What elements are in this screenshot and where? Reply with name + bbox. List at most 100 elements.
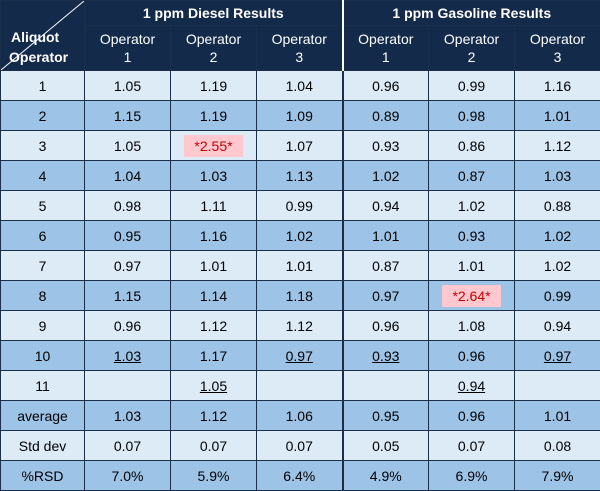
operator-header-gasoline-2: Operator 2 bbox=[429, 26, 515, 71]
group-header-row: Aliquot Operator 1 ppm Diesel Results 1 … bbox=[1, 1, 600, 26]
stat-value: 6.4% bbox=[257, 461, 343, 491]
aliquot-label: 3 bbox=[1, 131, 85, 161]
value-cell: 0.97 bbox=[257, 341, 343, 371]
value-cell: 1.11 bbox=[171, 191, 257, 221]
aliquot-label: 6 bbox=[1, 221, 85, 251]
value-cell: 0.94 bbox=[429, 371, 515, 401]
aliquot-label: 10 bbox=[1, 341, 85, 371]
value-cell: 0.89 bbox=[343, 101, 429, 131]
value-cell: 1.12 bbox=[171, 311, 257, 341]
value-cell: 0.94 bbox=[343, 191, 429, 221]
underlined-value: 0.94 bbox=[458, 378, 485, 394]
table-body: 1 1.05 1.19 1.04 0.96 0.99 1.16 2 1.15 1… bbox=[1, 71, 600, 491]
corner-label-aliquot: Aliquot bbox=[11, 29, 59, 45]
underlined-value: 1.05 bbox=[200, 378, 227, 394]
stat-row-average: average 1.03 1.12 1.06 0.95 0.96 1.01 bbox=[1, 401, 600, 431]
operator-header-diesel-3: Operator 3 bbox=[257, 26, 343, 71]
stat-value: 1.06 bbox=[257, 401, 343, 431]
outlier-value: *2.64* bbox=[442, 285, 500, 307]
value-cell: 1.03 bbox=[171, 161, 257, 191]
stat-value: 0.07 bbox=[85, 431, 171, 461]
stat-value: 0.05 bbox=[343, 431, 429, 461]
underlined-value: 0.93 bbox=[372, 348, 399, 364]
value-cell: 1.08 bbox=[429, 311, 515, 341]
aliquot-label: 11 bbox=[1, 371, 85, 401]
operator-word: Operator bbox=[530, 31, 585, 47]
value-cell: 1.01 bbox=[429, 251, 515, 281]
value-cell: 1.19 bbox=[171, 71, 257, 101]
value-cell: 1.15 bbox=[85, 101, 171, 131]
value-cell: 1.14 bbox=[171, 281, 257, 311]
value-cell: 1.18 bbox=[257, 281, 343, 311]
stat-value: 0.08 bbox=[515, 431, 600, 461]
value-cell: 0.86 bbox=[429, 131, 515, 161]
operator-number: 3 bbox=[295, 49, 303, 65]
value-cell: 1.02 bbox=[515, 221, 600, 251]
table-row: 7 0.97 1.01 1.01 0.87 1.01 1.02 bbox=[1, 251, 600, 281]
stat-value: 0.95 bbox=[343, 401, 429, 431]
value-cell: 0.96 bbox=[343, 311, 429, 341]
value-cell: 1.02 bbox=[343, 161, 429, 191]
value-cell: 1.13 bbox=[257, 161, 343, 191]
value-cell: 0.99 bbox=[515, 281, 600, 311]
group-header-diesel: 1 ppm Diesel Results bbox=[85, 1, 343, 26]
table-row: 10 1.03 1.17 0.97 0.93 0.96 0.97 bbox=[1, 341, 600, 371]
value-cell: 1.09 bbox=[257, 101, 343, 131]
stat-value: 7.0% bbox=[85, 461, 171, 491]
stat-label: Std dev bbox=[1, 431, 85, 461]
stat-value: 4.9% bbox=[343, 461, 429, 491]
aliquot-label: 4 bbox=[1, 161, 85, 191]
value-cell: 1.05 bbox=[85, 71, 171, 101]
stat-label: %RSD bbox=[1, 461, 85, 491]
value-cell: 0.96 bbox=[343, 71, 429, 101]
operator-header-gasoline-1: Operator 1 bbox=[343, 26, 429, 71]
table-row: 11 1.05 0.94 bbox=[1, 371, 600, 401]
value-cell: 0.96 bbox=[85, 311, 171, 341]
aliquot-label: 9 bbox=[1, 311, 85, 341]
value-cell: 1.15 bbox=[85, 281, 171, 311]
aliquot-label: 2 bbox=[1, 101, 85, 131]
table-header: Aliquot Operator 1 ppm Diesel Results 1 … bbox=[1, 1, 600, 71]
value-cell: 0.93 bbox=[343, 341, 429, 371]
value-cell: 1.04 bbox=[85, 161, 171, 191]
value-cell: 0.88 bbox=[515, 191, 600, 221]
stat-value: 0.07 bbox=[257, 431, 343, 461]
value-cell: 1.02 bbox=[429, 191, 515, 221]
operator-number: 2 bbox=[468, 49, 476, 65]
value-cell: 0.97 bbox=[343, 281, 429, 311]
value-cell: 1.02 bbox=[515, 251, 600, 281]
table-row: 9 0.96 1.12 1.12 0.96 1.08 0.94 bbox=[1, 311, 600, 341]
value-cell: 1.03 bbox=[85, 341, 171, 371]
stat-value: 1.03 bbox=[85, 401, 171, 431]
value-cell: 1.12 bbox=[515, 131, 600, 161]
stat-value: 1.01 bbox=[515, 401, 600, 431]
operator-number: 1 bbox=[124, 49, 132, 65]
underlined-value: 1.03 bbox=[114, 348, 141, 364]
aliquot-label: 5 bbox=[1, 191, 85, 221]
operator-word: Operator bbox=[444, 31, 499, 47]
operator-word: Operator bbox=[272, 31, 327, 47]
stat-value: 5.9% bbox=[171, 461, 257, 491]
value-cell bbox=[343, 371, 429, 401]
value-cell: 1.05 bbox=[171, 371, 257, 401]
value-cell: 1.19 bbox=[171, 101, 257, 131]
operator-word: Operator bbox=[358, 31, 413, 47]
group-header-gasoline: 1 ppm Gasoline Results bbox=[343, 1, 600, 26]
value-cell: 1.17 bbox=[171, 341, 257, 371]
value-cell: 0.87 bbox=[343, 251, 429, 281]
value-cell: 1.01 bbox=[343, 221, 429, 251]
value-cell: 1.07 bbox=[257, 131, 343, 161]
stat-value: 1.12 bbox=[171, 401, 257, 431]
value-cell: 0.87 bbox=[429, 161, 515, 191]
operator-number: 1 bbox=[382, 49, 390, 65]
value-cell: 1.04 bbox=[257, 71, 343, 101]
value-cell: 1.05 bbox=[85, 131, 171, 161]
value-cell: 0.99 bbox=[429, 71, 515, 101]
stat-value: 7.9% bbox=[515, 461, 600, 491]
value-cell: 1.16 bbox=[515, 71, 600, 101]
stat-label: average bbox=[1, 401, 85, 431]
table-row: 3 1.05 *2.55* 1.07 0.93 0.86 1.12 bbox=[1, 131, 600, 161]
